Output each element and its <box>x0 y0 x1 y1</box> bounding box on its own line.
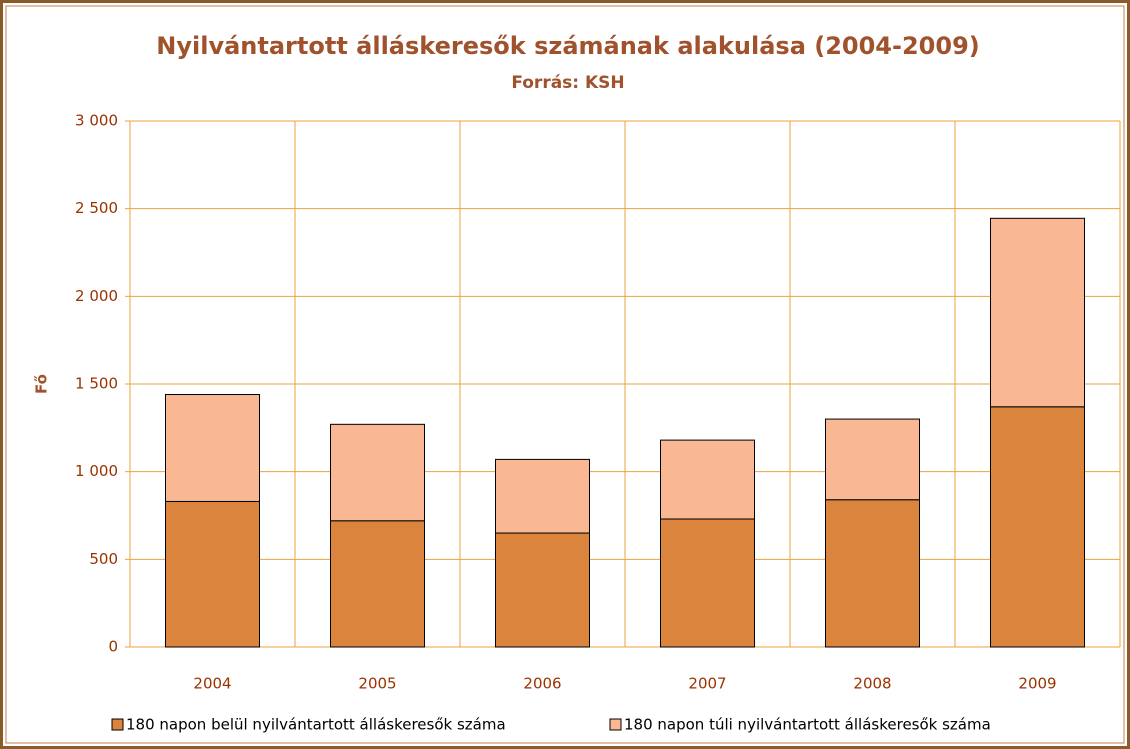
bar-segment <box>825 418 920 501</box>
bar-segment <box>990 217 1085 408</box>
legend-label: 180 napon belül nyilvántartott álláskere… <box>126 716 506 734</box>
x-tick-label: 2004 <box>193 675 231 693</box>
bar-segment <box>165 500 260 648</box>
chart-subtitle: Forrás: KSH <box>511 73 624 93</box>
x-tick-label: 2009 <box>1018 675 1056 693</box>
bar-segment <box>495 532 590 648</box>
bar-segment <box>990 406 1085 648</box>
y-tick-label: 2 000 <box>75 287 118 305</box>
chart-title: Nyilvántartott álláskeresők számának ala… <box>156 32 979 60</box>
y-tick-label: 500 <box>89 550 118 568</box>
y-tick-label: 3 000 <box>75 112 118 130</box>
bar-segment <box>660 439 755 520</box>
legend-label: 180 napon túli nyilvántartott álláskeres… <box>624 716 991 734</box>
y-tick-label: 1 000 <box>75 462 118 480</box>
bar-segment <box>660 518 755 648</box>
y-tick-label: 2 500 <box>75 199 118 217</box>
frame-inner <box>5 5 1125 744</box>
x-tick-label: 2006 <box>523 675 561 693</box>
bar-segment <box>825 499 920 648</box>
bar-segment <box>330 520 425 648</box>
y-axis-label: Fő <box>33 374 51 394</box>
bar-segment <box>495 458 590 534</box>
bar-segment <box>330 423 425 522</box>
y-tick-label: 0 <box>108 638 118 656</box>
legend-swatch <box>111 718 124 731</box>
x-tick-label: 2005 <box>358 675 396 693</box>
x-tick-label: 2008 <box>853 675 891 693</box>
bar-segment <box>165 394 260 502</box>
y-tick-label: 1 500 <box>75 375 118 393</box>
x-tick-label: 2007 <box>688 675 726 693</box>
legend-swatch <box>609 718 622 731</box>
